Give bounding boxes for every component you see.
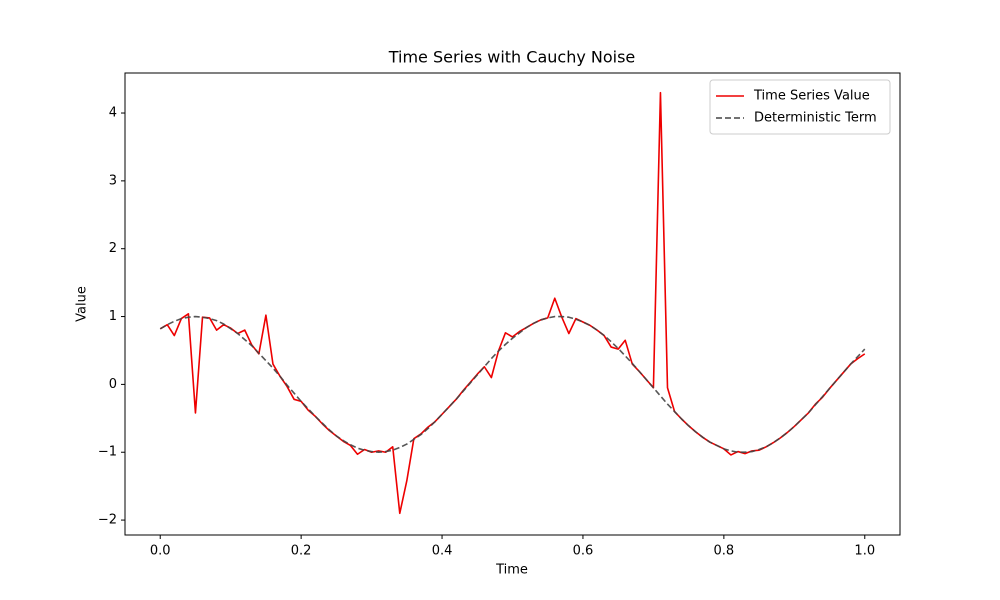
y-tick-label: −1 — [98, 445, 117, 460]
series-line — [159, 91, 866, 515]
y-tick-label: 4 — [109, 106, 117, 121]
y-tick-label: 0 — [109, 377, 117, 392]
x-tick-label: 1.0 — [854, 544, 875, 559]
legend-box — [709, 79, 891, 135]
legend-label: Deterministic Term — [754, 111, 877, 126]
x-tick-label: 0.2 — [291, 544, 312, 559]
x-tick-label: 0.6 — [573, 544, 594, 559]
y-tick-label: 2 — [109, 241, 117, 256]
x-tick-label: 0.0 — [150, 544, 171, 559]
series-line — [159, 315, 866, 454]
plot-frame — [124, 72, 901, 536]
legend: Time Series Value Deterministic Term — [709, 79, 891, 135]
x-tick-label: 0.4 — [432, 544, 453, 559]
chart-title: Time Series with Cauchy Noise — [388, 48, 636, 67]
y-tick-label: 3 — [109, 173, 117, 188]
legend-label: Time Series Value — [753, 89, 870, 104]
x-axis-label: Time — [495, 563, 528, 578]
y-tick-label: −2 — [98, 513, 117, 528]
y-tick-label: 1 — [109, 309, 117, 324]
y-axis-label: Value — [75, 286, 90, 322]
x-tick-label: 0.8 — [714, 544, 735, 559]
